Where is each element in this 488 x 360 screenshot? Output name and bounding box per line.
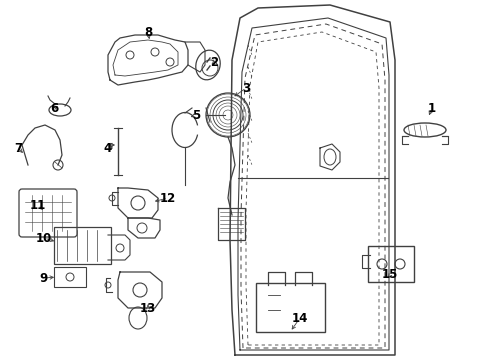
Text: 7: 7: [14, 141, 22, 154]
Text: 6: 6: [50, 102, 58, 114]
Text: 8: 8: [143, 26, 152, 39]
Text: 13: 13: [140, 302, 156, 315]
Text: 5: 5: [191, 108, 200, 122]
Text: 9: 9: [40, 271, 48, 284]
Text: 3: 3: [242, 81, 249, 95]
Text: 14: 14: [291, 311, 307, 324]
Text: 1: 1: [427, 102, 435, 114]
Text: 15: 15: [381, 269, 397, 282]
Text: 11: 11: [30, 198, 46, 212]
Text: 12: 12: [160, 192, 176, 204]
Text: 2: 2: [209, 55, 218, 68]
Text: 4: 4: [103, 141, 112, 154]
Text: 10: 10: [36, 231, 52, 244]
